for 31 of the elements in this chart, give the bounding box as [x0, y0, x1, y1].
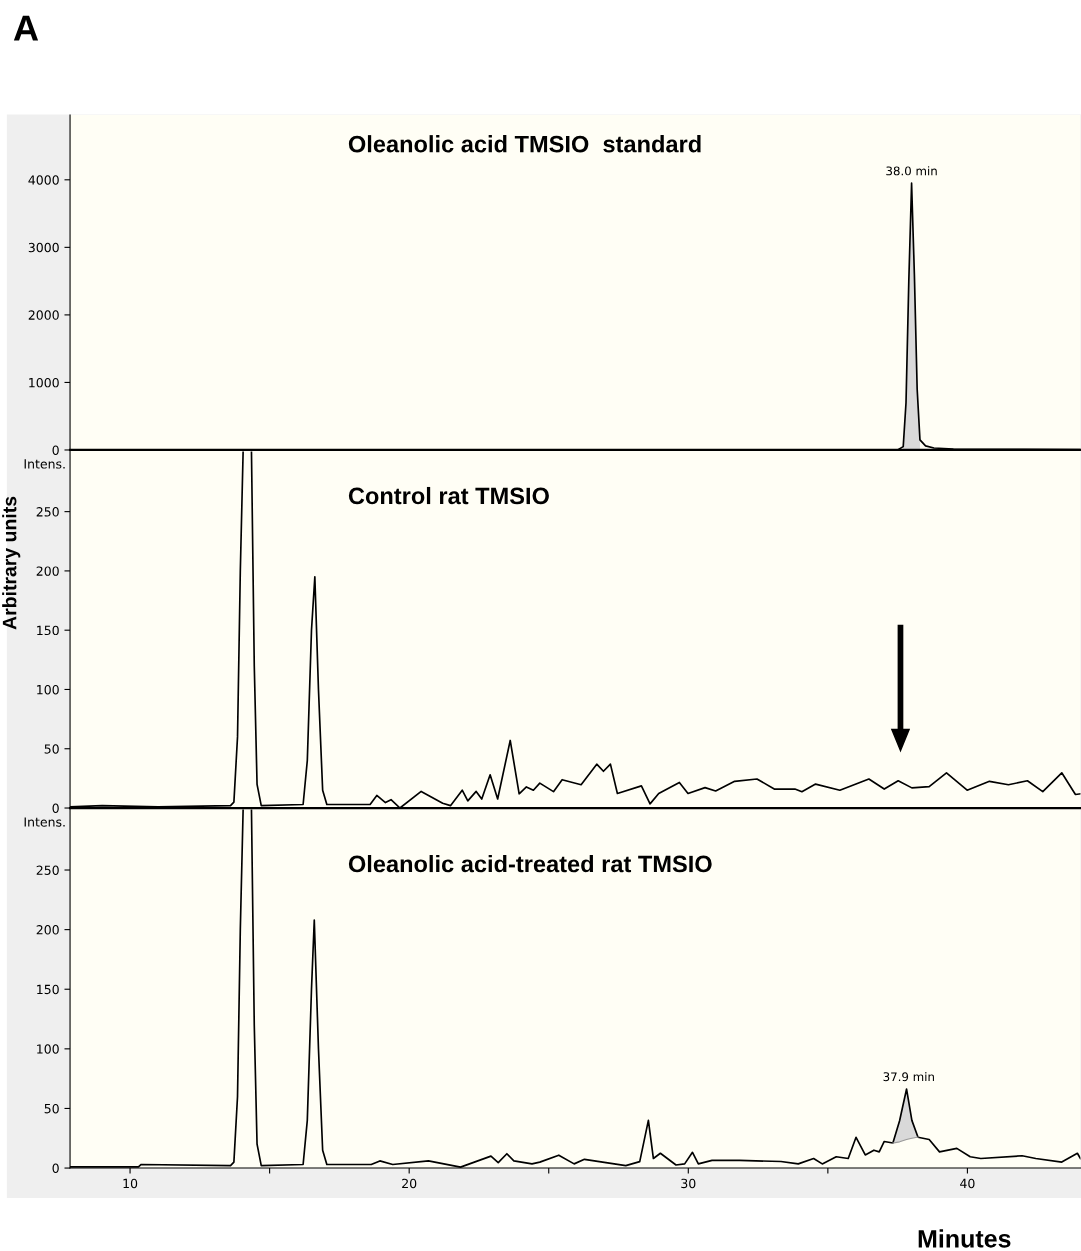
y-tick-label: 50	[44, 744, 59, 754]
y-tick-label: 150	[37, 625, 59, 636]
y-tick-label: 50	[44, 1103, 59, 1114]
y-tick-label: 200	[36, 925, 59, 935]
y-tick-label: 2000	[28, 310, 59, 320]
y-tick-label: 3000	[28, 242, 59, 253]
x-tick-label: 30	[681, 1178, 696, 1189]
text: Oleanolic acid-treated rat TMSIO	[348, 854, 712, 873]
text: Oleanolic acid TMSIO standard	[348, 135, 701, 153]
text: Arbitrary units	[2, 496, 21, 630]
y-tick-label: 200	[36, 566, 59, 576]
y-tick-label: 0	[52, 445, 59, 455]
text: Control rat TMSIO	[348, 486, 549, 505]
x-tick-label: 40	[960, 1178, 975, 1189]
y-tick-label: 1000	[29, 377, 59, 388]
y-tick-label: 250	[36, 865, 59, 875]
y-tick-label: 0	[52, 1163, 59, 1173]
y-tick-label: 0	[52, 803, 59, 813]
y-tick-label: 4000	[28, 175, 59, 185]
y-axis-title: Intens.	[24, 817, 65, 827]
text: A	[13, 15, 39, 41]
x-tick-label: 10	[123, 1178, 138, 1189]
annotation: 37.9 min	[883, 1072, 934, 1082]
x-axis-title: Minutes	[918, 1229, 1011, 1248]
y-axis-title: Intens.	[24, 459, 65, 469]
x-tick-label: 20	[402, 1178, 417, 1189]
y-tick-label: 150	[37, 984, 59, 995]
y-tick-label: 100	[37, 1044, 59, 1054]
y-tick-label: 100	[37, 684, 59, 695]
y-tick-label: 250	[36, 507, 59, 517]
annotation: 38.0 min	[886, 166, 937, 176]
